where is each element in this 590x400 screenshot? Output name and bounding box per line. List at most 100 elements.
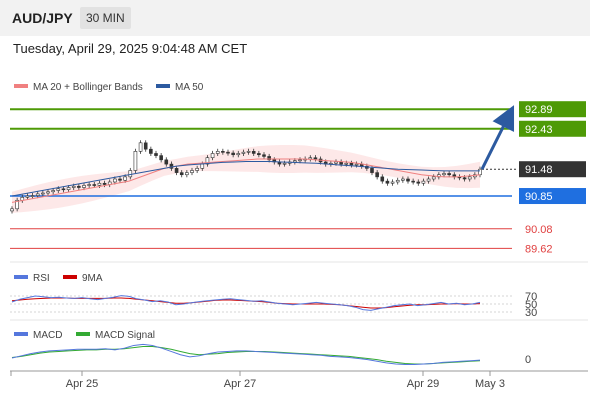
- candle: [349, 160, 354, 168]
- candle-body: [282, 162, 287, 165]
- candle-body: [267, 156, 271, 161]
- candle-body: [15, 199, 19, 210]
- candle-body: [411, 180, 415, 183]
- candle: [87, 181, 91, 188]
- candle: [15, 197, 19, 212]
- level-label-90.85: 90.85: [525, 191, 553, 203]
- candle-body: [293, 160, 297, 163]
- x-tick-label: Apr 25: [66, 378, 98, 390]
- macd-line: [11, 343, 481, 366]
- candle-body: [87, 184, 91, 186]
- candle-body: [190, 170, 194, 173]
- candle-body: [442, 173, 446, 176]
- candle-body: [221, 151, 225, 153]
- legend-swatch-9ma: [63, 275, 77, 279]
- timeframe-button[interactable]: 30 MIN: [80, 7, 131, 29]
- candle-body: [30, 195, 35, 197]
- candle-body: [241, 151, 246, 154]
- level-badge-92.89: [519, 101, 586, 118]
- candle-body: [56, 188, 61, 191]
- candle: [195, 165, 199, 174]
- candle-body: [82, 185, 86, 188]
- candle: [30, 193, 35, 199]
- candle-body: [164, 159, 169, 165]
- chart-datetime: Tuesday, April 29, 2025 9:04:48 AM CET: [13, 41, 248, 56]
- candle: [133, 148, 138, 174]
- candle: [154, 150, 158, 159]
- candle-body: [395, 179, 400, 183]
- candle-body: [46, 191, 50, 194]
- candle-body: [370, 168, 374, 173]
- candle-body: [128, 170, 133, 178]
- candle: [426, 176, 431, 184]
- candle: [442, 170, 446, 178]
- candle-body: [118, 178, 122, 181]
- candle-body: [339, 161, 343, 165]
- level-label-90.08: 90.08: [525, 224, 553, 236]
- candle: [185, 170, 189, 178]
- candle-body: [426, 178, 431, 182]
- candle-body: [113, 178, 117, 183]
- candle: [241, 149, 246, 157]
- rsi-legend: RSI 9MA: [14, 273, 103, 284]
- bollinger-bands: [12, 144, 480, 214]
- candle-body: [179, 172, 184, 176]
- level-badge-90.85: [519, 188, 586, 205]
- candle-body: [169, 163, 174, 169]
- candle-body: [385, 180, 390, 184]
- candle-body: [375, 172, 379, 178]
- candle: [143, 140, 148, 152]
- candle-body: [467, 176, 472, 180]
- candle: [226, 149, 230, 156]
- candle: [257, 150, 261, 158]
- candle-body: [421, 180, 426, 184]
- candle-body: [215, 151, 220, 154]
- candle: [251, 148, 256, 157]
- legend-label-ma50: MA 50: [175, 82, 204, 93]
- candle: [35, 191, 40, 199]
- candle-body: [231, 152, 235, 156]
- candle: [385, 178, 390, 186]
- target-arrow: [480, 105, 515, 170]
- legend-swatch-rsi: [14, 275, 28, 279]
- candle-body: [262, 154, 266, 157]
- candle-body: [41, 192, 45, 195]
- candle-body: [138, 142, 143, 152]
- macd-signal-line: [11, 346, 481, 365]
- candle: [169, 161, 174, 171]
- macd-legend: MACD MACD Signal: [14, 330, 155, 341]
- candle-body: [478, 168, 482, 176]
- x-tick-label: Apr 29: [407, 378, 439, 390]
- candle-body: [380, 176, 385, 182]
- rsi-line: [11, 295, 481, 311]
- candle-body: [97, 182, 102, 186]
- candle-body: [390, 181, 395, 184]
- candle-body: [236, 153, 241, 156]
- candle: [205, 155, 210, 167]
- candle-body: [334, 161, 338, 164]
- candle: [406, 176, 410, 184]
- candle-body: [354, 163, 359, 166]
- candle-body: [133, 151, 138, 171]
- candle-body: [431, 176, 436, 180]
- candle: [231, 150, 235, 158]
- candle: [128, 167, 133, 180]
- candle-body: [174, 168, 179, 173]
- candle: [401, 176, 405, 183]
- candle: [25, 193, 30, 200]
- symbol-title: AUD/JPY: [12, 10, 73, 26]
- ma20-line: [11, 158, 481, 203]
- candle: [159, 153, 163, 163]
- price-levels: [10, 108, 516, 249]
- candle: [210, 150, 215, 161]
- candle-body: [77, 185, 81, 188]
- candle: [10, 206, 14, 214]
- candle: [246, 148, 251, 155]
- candle-body: [143, 142, 148, 150]
- candle: [262, 152, 266, 159]
- candle: [380, 174, 385, 184]
- candle: [447, 170, 451, 178]
- candle-body: [51, 190, 55, 193]
